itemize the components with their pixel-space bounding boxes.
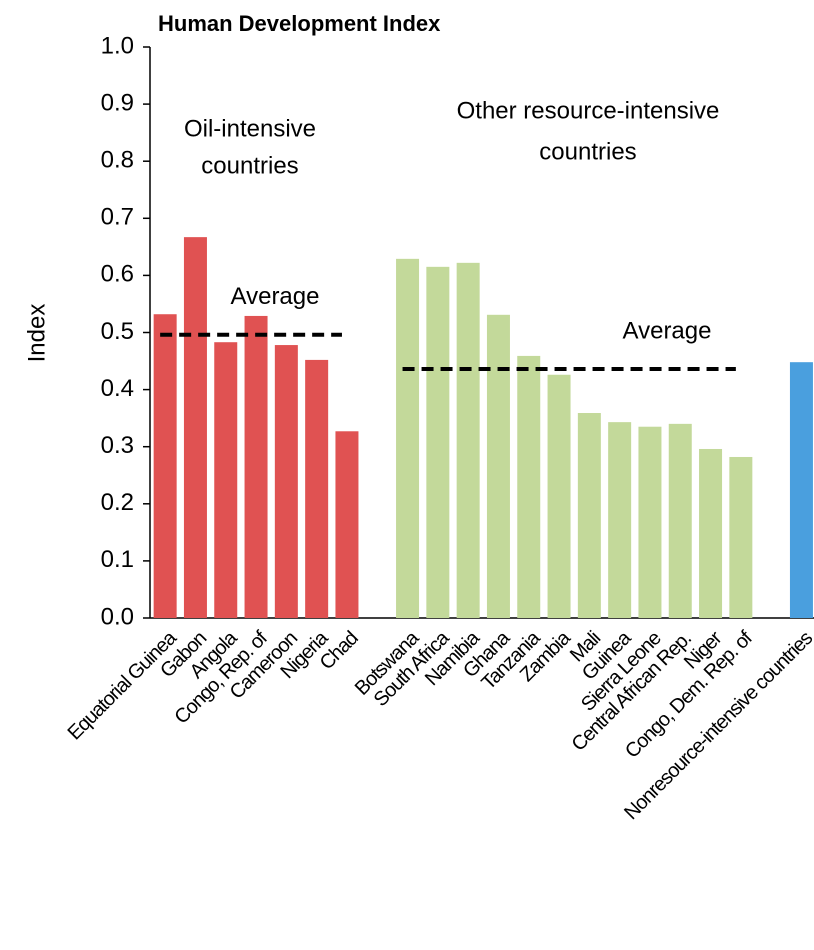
group-label: countries — [201, 152, 298, 179]
y-tick-label: 0.4 — [101, 375, 134, 402]
y-tick-label: 1.0 — [101, 32, 134, 59]
bar — [183, 237, 207, 618]
group-label: Oil-intensive — [184, 115, 316, 142]
bar — [789, 362, 813, 618]
average-label: Average — [231, 283, 320, 310]
chart-title: Human Development Index — [158, 11, 441, 36]
bar — [486, 314, 510, 618]
bar — [517, 355, 541, 618]
bar — [456, 262, 480, 618]
bar — [729, 456, 753, 618]
y-tick-label: 0.0 — [101, 603, 134, 630]
group-label: countries — [539, 138, 636, 165]
bar — [335, 431, 359, 618]
bar — [214, 342, 238, 618]
bar — [608, 422, 632, 618]
bar — [547, 374, 571, 618]
group-label: Other resource-intensive — [457, 97, 720, 124]
y-tick-label: 0.1 — [101, 546, 134, 573]
bar — [699, 448, 723, 618]
y-tick-label: 0.5 — [101, 318, 134, 345]
y-tick-label: 0.9 — [101, 89, 134, 116]
bar — [244, 315, 268, 618]
y-tick-label: 0.8 — [101, 147, 134, 174]
bar — [668, 423, 692, 618]
bar — [396, 258, 420, 618]
bar — [274, 345, 298, 618]
bar — [153, 314, 177, 618]
y-tick-label: 0.6 — [101, 261, 134, 288]
y-axis-label: Index — [23, 304, 50, 363]
bar — [577, 413, 601, 618]
average-label: Average — [623, 317, 712, 344]
bar — [305, 359, 329, 618]
bar — [426, 266, 450, 618]
y-tick-label: 0.2 — [101, 489, 134, 516]
x-tick-label: Equatorial Guinea — [64, 626, 182, 744]
bar — [638, 426, 662, 618]
y-tick-label: 0.7 — [101, 204, 134, 231]
y-tick-label: 0.3 — [101, 432, 134, 459]
